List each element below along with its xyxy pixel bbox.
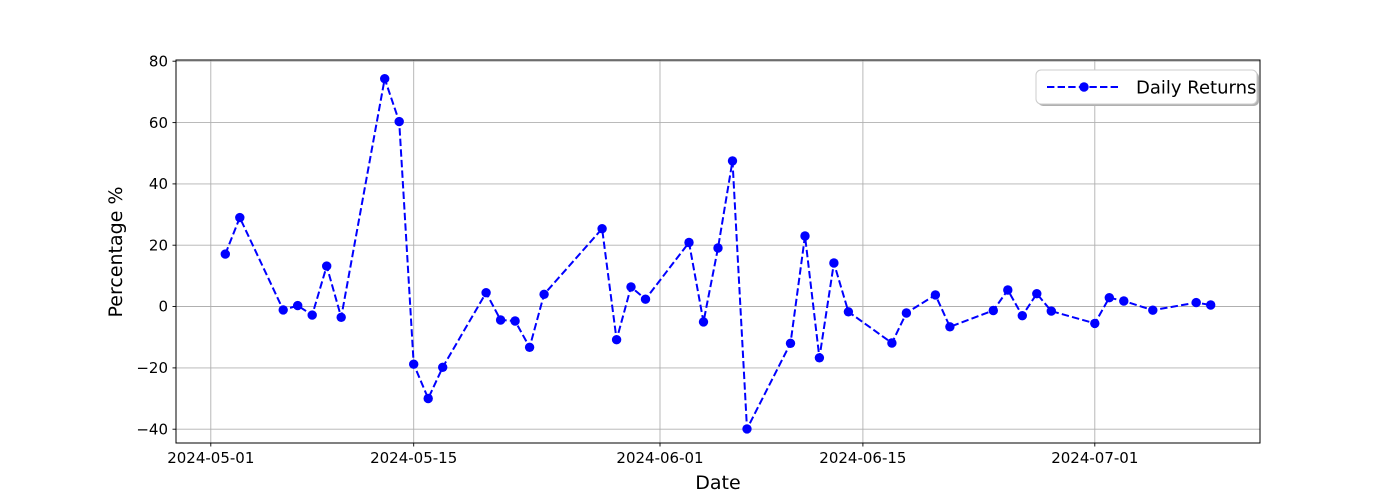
svg-text:0: 0: [158, 298, 168, 316]
plot-border: [175, 59, 1261, 444]
data-point: [930, 290, 941, 300]
data-point: [394, 116, 404, 127]
svg-text:2024-06-15: 2024-06-15: [819, 449, 906, 467]
data-point: [988, 305, 998, 316]
data-point: [336, 312, 346, 322]
data-point: [901, 308, 912, 318]
data-point: [438, 362, 448, 372]
x-axis-label: Date: [695, 472, 740, 494]
legend-label: Daily Returns: [1136, 78, 1256, 99]
data-point: [510, 316, 520, 326]
data-point: [1003, 285, 1013, 295]
data-point: [1119, 296, 1129, 306]
daily-returns-series: [220, 74, 1216, 434]
svg-text:60: 60: [149, 114, 168, 132]
data-point: [235, 212, 245, 223]
y-tick-labels: 80 60 40 20 0 −20 −40: [136, 52, 168, 438]
svg-text:2024-06-01: 2024-06-01: [616, 449, 703, 467]
data-point: [814, 353, 825, 363]
data-point: [1046, 306, 1057, 316]
data-point: [684, 237, 694, 248]
data-point: [640, 294, 651, 304]
data-point: [423, 393, 433, 404]
data-point: [1191, 297, 1201, 308]
y-axis-label: Percentage %: [105, 187, 127, 318]
svg-text:2024-05-01: 2024-05-01: [167, 449, 254, 467]
data-point: [698, 317, 709, 327]
data-point: [307, 310, 317, 320]
svg-text:−20: −20: [136, 359, 168, 377]
data-point: [322, 261, 332, 271]
data-point: [409, 359, 419, 369]
svg-text:−40: −40: [136, 420, 168, 438]
data-point: [524, 342, 535, 352]
svg-text:2024-05-15: 2024-05-15: [370, 449, 457, 467]
data-point: [495, 315, 506, 325]
data-point: [945, 322, 955, 332]
axis-ticks: [172, 60, 1096, 447]
data-point: [1206, 300, 1216, 310]
data-point: [278, 305, 288, 315]
svg-text:2024-07-01: 2024-07-01: [1051, 449, 1138, 467]
data-point: [626, 282, 636, 292]
svg-text:40: 40: [149, 175, 168, 193]
legend-sample-marker: [1079, 82, 1089, 92]
data-point: [380, 74, 390, 84]
data-point: [1017, 311, 1027, 321]
data-point: [481, 288, 491, 298]
data-point: [829, 258, 839, 268]
grid-lines: [176, 60, 1260, 443]
x-tick-labels: 2024-05-01 2024-05-15 2024-06-01 2024-06-15…: [167, 449, 1138, 467]
series-line: [224, 74, 1211, 433]
svg-text:20: 20: [149, 236, 168, 254]
legend: Daily Returns: [1035, 69, 1259, 106]
svg-text:80: 80: [149, 52, 168, 70]
data-point: [1104, 293, 1115, 303]
data-point: [887, 338, 897, 348]
data-point: [611, 335, 622, 345]
data-point: [220, 249, 230, 259]
data-point: [843, 307, 854, 317]
data-point: [742, 424, 752, 434]
data-point: [597, 224, 607, 234]
data-point: [713, 243, 723, 253]
legend-box: [1035, 69, 1258, 105]
data-point: [1090, 318, 1100, 329]
data-point: [1148, 305, 1158, 315]
data-point: [539, 289, 549, 299]
data-point: [800, 231, 810, 241]
data-point: [1032, 289, 1042, 299]
data-point: [785, 338, 796, 348]
data-point: [293, 300, 303, 311]
data-point: [727, 156, 738, 166]
